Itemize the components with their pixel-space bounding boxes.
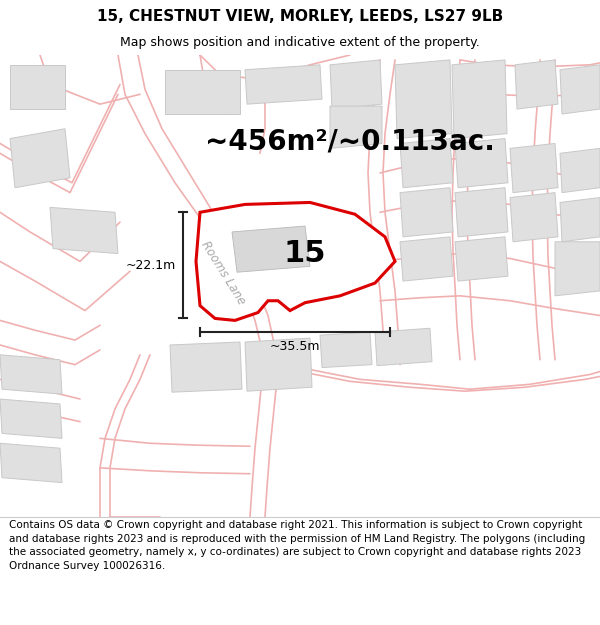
Text: ~22.1m: ~22.1m (126, 259, 176, 272)
Polygon shape (165, 70, 240, 114)
Polygon shape (455, 188, 508, 237)
Polygon shape (170, 342, 242, 392)
Text: Map shows position and indicative extent of the property.: Map shows position and indicative extent… (120, 36, 480, 49)
Polygon shape (400, 237, 453, 281)
Polygon shape (560, 148, 600, 192)
Polygon shape (330, 60, 382, 109)
Polygon shape (245, 65, 322, 104)
Polygon shape (555, 242, 600, 296)
Polygon shape (400, 139, 453, 188)
Polygon shape (375, 328, 432, 366)
Polygon shape (0, 355, 62, 394)
Text: ~456m²/~0.113ac.: ~456m²/~0.113ac. (205, 127, 495, 156)
Polygon shape (515, 60, 558, 109)
Polygon shape (455, 139, 508, 188)
Text: Contains OS data © Crown copyright and database right 2021. This information is : Contains OS data © Crown copyright and d… (9, 520, 585, 571)
Polygon shape (455, 237, 508, 281)
Polygon shape (510, 144, 558, 192)
Text: 15: 15 (284, 239, 326, 268)
Polygon shape (510, 192, 558, 242)
Text: ~35.5m: ~35.5m (270, 340, 320, 353)
Polygon shape (0, 399, 62, 438)
Polygon shape (330, 106, 382, 148)
Polygon shape (320, 332, 372, 367)
Polygon shape (0, 443, 62, 483)
Polygon shape (560, 198, 600, 242)
Polygon shape (400, 188, 453, 237)
Polygon shape (232, 226, 310, 272)
Text: Rooms Lane: Rooms Lane (198, 239, 248, 308)
Polygon shape (395, 60, 452, 139)
Polygon shape (196, 202, 395, 321)
Polygon shape (452, 60, 507, 139)
Text: 15, CHESTNUT VIEW, MORLEY, LEEDS, LS27 9LB: 15, CHESTNUT VIEW, MORLEY, LEEDS, LS27 9… (97, 9, 503, 24)
Polygon shape (560, 65, 600, 114)
Polygon shape (10, 129, 70, 188)
Polygon shape (10, 65, 65, 109)
Polygon shape (245, 338, 312, 391)
Polygon shape (50, 208, 118, 254)
